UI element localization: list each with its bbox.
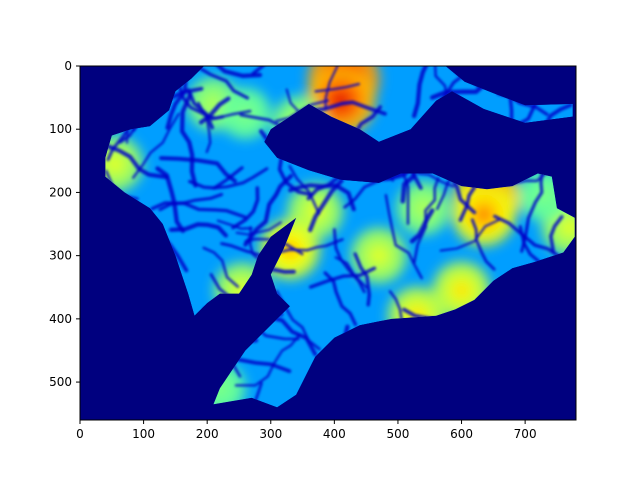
x-axis: 0 100 200 300 400 500 600 700 [76, 420, 537, 441]
hotspot-peak [415, 200, 431, 216]
valley-line [197, 101, 212, 154]
valley-line [288, 183, 356, 212]
valley-line [234, 333, 301, 387]
plot-area [79, 65, 577, 421]
valley-line [571, 134, 575, 178]
valley-line [158, 192, 224, 212]
valley-line [220, 242, 265, 258]
y-tick-label: 400 [49, 312, 72, 326]
x-tick-label: 100 [132, 427, 155, 441]
y-tick-label: 200 [49, 185, 72, 199]
x-tick-label: 0 [76, 427, 84, 441]
valley-line [324, 66, 341, 110]
valley-line [165, 66, 210, 130]
valley-line [235, 357, 292, 373]
x-tick-label: 600 [450, 427, 473, 441]
valley-line [105, 141, 169, 180]
valley-line [245, 382, 263, 408]
plot-frame [79, 65, 577, 421]
y-tick-label: 0 [64, 59, 72, 73]
valley-line [235, 221, 282, 236]
valley-line [400, 159, 410, 225]
hotspot-peak [107, 156, 123, 172]
valley-line [132, 112, 180, 179]
valley-line [251, 66, 305, 76]
hotspot-peak [371, 247, 387, 264]
valley-line [231, 186, 260, 230]
valley-line [197, 66, 263, 78]
valley-line [308, 266, 377, 289]
y-axis: 0 100 200 300 400 500 [49, 59, 80, 389]
valley-line [412, 66, 430, 119]
valley-line [470, 218, 496, 271]
valley-line [409, 208, 435, 244]
valley-line [288, 164, 321, 215]
valley-line [205, 109, 252, 120]
valley-line [308, 178, 344, 233]
hotspot-peak [453, 282, 470, 299]
valley-line [333, 228, 366, 294]
x-tick-label: 500 [386, 427, 409, 441]
y-tick-label: 300 [49, 249, 72, 263]
x-tick-label: 400 [323, 427, 346, 441]
valley-line [159, 156, 237, 183]
y-tick-label: 100 [49, 122, 72, 136]
y-tick-label: 500 [49, 375, 72, 389]
valley-line [413, 177, 440, 264]
valley-line [520, 161, 545, 253]
valley-line [216, 219, 253, 230]
valley-line [180, 92, 198, 188]
hotspot-peak [561, 219, 575, 236]
valley-line [202, 246, 240, 288]
valley-line [549, 215, 564, 254]
valley-line [430, 66, 450, 105]
valley-line [243, 174, 293, 247]
region-base-fill [105, 66, 575, 408]
x-tick-label: 700 [514, 427, 537, 441]
valley-line [311, 100, 387, 116]
valley-line [150, 201, 247, 219]
valley-line [155, 166, 185, 233]
x-tick-label: 200 [196, 427, 219, 441]
valley-line [314, 82, 361, 93]
hotspot-peak [475, 205, 493, 224]
valley-line [384, 194, 423, 280]
valley-line [110, 66, 135, 72]
valley-line [188, 166, 244, 190]
valley-line [212, 167, 269, 190]
valley-line [439, 218, 500, 252]
x-tick-label: 300 [259, 427, 282, 441]
valley-line [353, 252, 371, 307]
